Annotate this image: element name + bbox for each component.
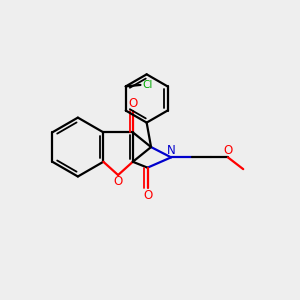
- Text: N: N: [167, 144, 176, 158]
- Text: Cl: Cl: [142, 80, 153, 90]
- Text: O: O: [113, 175, 123, 188]
- Text: O: O: [223, 144, 232, 158]
- Text: O: O: [143, 189, 152, 202]
- Text: O: O: [128, 97, 137, 110]
